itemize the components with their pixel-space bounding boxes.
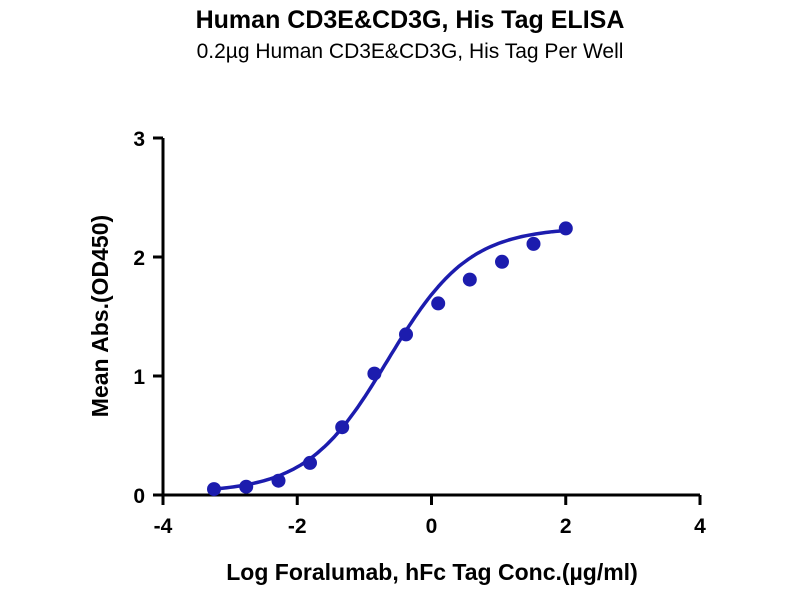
data-point [207,482,221,497]
data-point [462,272,477,287]
x-tick-label: 2 [560,515,572,538]
data-point [495,254,509,269]
data-point [271,473,286,488]
x-tick-label: -4 [154,515,173,538]
data-point [431,296,446,311]
data-point [335,420,350,435]
y-tick-label: 2 [133,247,145,270]
data-point [558,221,573,236]
x-axis-label: Log Foralumab, hFc Tag Conc.(µg/ml) [226,559,637,585]
y-axis-label: Mean Abs.(OD450) [87,215,113,417]
data-point [399,327,413,342]
chart-subtitle: 0.2µg Human CD3E&CD3G, His Tag Per Well [197,40,624,63]
x-tick-label: 0 [426,515,438,538]
y-tick-label: 0 [133,485,145,508]
x-tick-label: 4 [694,515,706,538]
data-point [367,366,382,381]
chart-title: Human CD3E&CD3G, His Tag ELISA [196,6,625,34]
x-tick-label: -2 [288,515,307,538]
data-point [303,455,317,470]
y-tick-label: 3 [133,128,145,151]
data-point [526,236,541,251]
fit-curve [208,228,571,492]
y-tick-label: 1 [133,366,145,389]
data-point [239,479,254,494]
